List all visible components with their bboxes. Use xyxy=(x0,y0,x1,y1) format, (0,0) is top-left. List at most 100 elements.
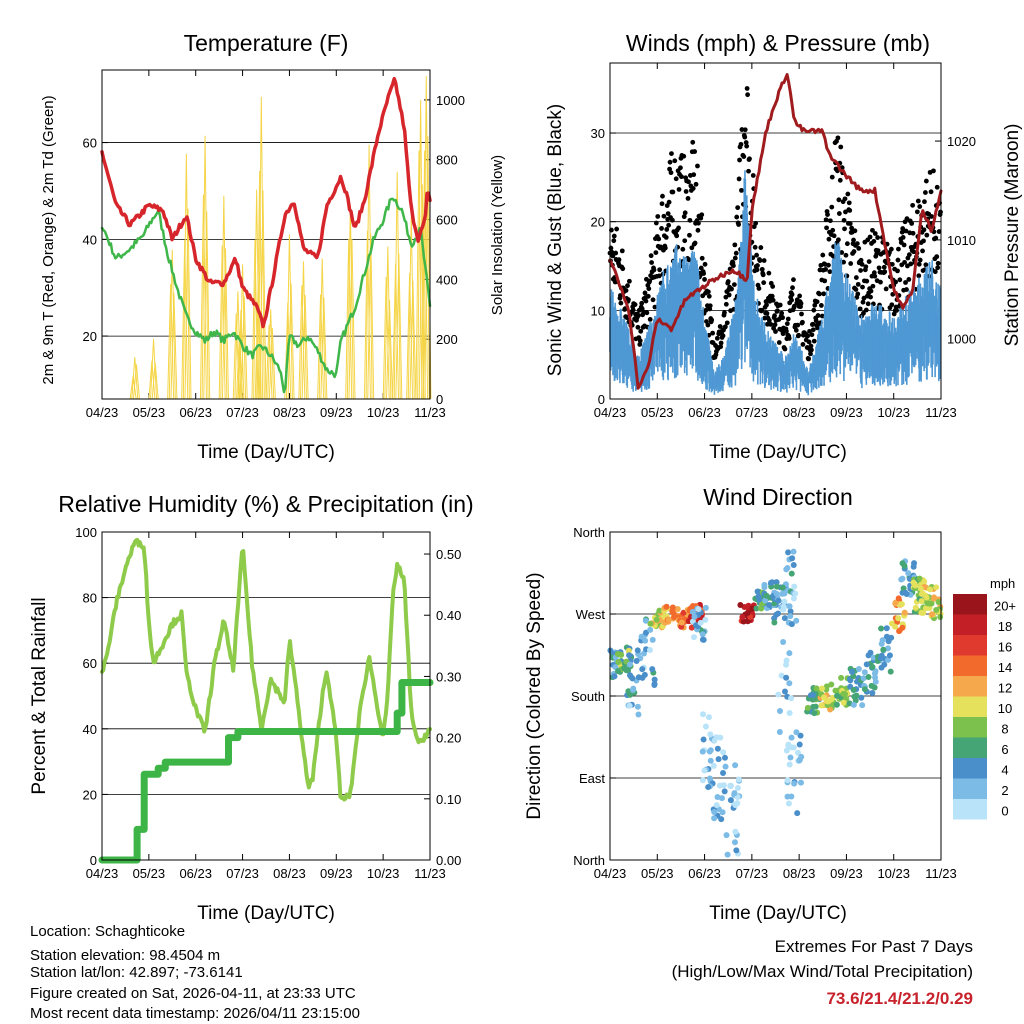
wind-direction-point xyxy=(828,681,835,688)
gust-point xyxy=(852,228,858,234)
gust-point xyxy=(635,313,641,319)
gust-point xyxy=(822,278,828,284)
gust-point xyxy=(790,285,795,291)
pressure-line xyxy=(608,73,943,390)
gust-point xyxy=(922,190,928,195)
gust-point xyxy=(761,258,767,263)
gust-point xyxy=(679,174,684,180)
rh-xtick-label: 11/23 xyxy=(414,866,446,881)
gust-point xyxy=(883,286,889,292)
wind-direction-point xyxy=(859,702,866,709)
legend-swatch-10 xyxy=(953,696,987,717)
gust-point xyxy=(798,301,804,306)
wind-direction-point xyxy=(896,628,903,635)
wind-direction-point xyxy=(711,737,718,744)
dir-ytick-label: North xyxy=(573,525,605,540)
gust-point xyxy=(809,332,815,338)
rh-ytick-label: 60 xyxy=(83,656,97,671)
solar-insolation-spike xyxy=(299,261,307,400)
gust-point xyxy=(916,261,922,267)
gust-point xyxy=(838,144,844,150)
wind-direction-point xyxy=(869,690,876,697)
gust-point xyxy=(836,197,842,203)
wind-direction-point xyxy=(880,646,887,653)
gust-point xyxy=(935,260,941,266)
gust-point xyxy=(878,279,883,285)
gust-point xyxy=(739,187,744,193)
legend-swatch-0 xyxy=(953,799,987,820)
wind-direction-point xyxy=(641,671,648,678)
gust-point xyxy=(664,227,670,232)
gust-point xyxy=(823,267,829,272)
rh-right-ytick-label: 0.30 xyxy=(436,669,461,684)
gust-point xyxy=(849,225,855,231)
wind-direction-point xyxy=(702,616,709,623)
wind-direction-point xyxy=(922,584,929,591)
wind-xtick-label: 08/23 xyxy=(783,405,816,420)
wind-direction-point xyxy=(818,702,825,709)
gust-point xyxy=(687,232,692,238)
gust-point xyxy=(835,237,841,243)
gust-point xyxy=(808,343,814,349)
gust-point xyxy=(676,225,681,231)
gust-point xyxy=(827,218,833,224)
wind-direction-point xyxy=(727,782,734,789)
wind-direction-point xyxy=(895,595,902,602)
gust-point xyxy=(758,245,764,250)
gust-point xyxy=(769,293,775,299)
wind-direction-point xyxy=(718,795,725,802)
wind-direction-point xyxy=(771,619,778,626)
gust-point xyxy=(868,288,874,294)
gust-point xyxy=(682,238,688,244)
rh-ytick-label: 0 xyxy=(90,853,97,868)
gust-point xyxy=(867,234,873,240)
gust-point xyxy=(731,263,736,269)
wind-direction-point xyxy=(623,667,630,674)
wind-direction-point xyxy=(753,605,760,612)
gust-point xyxy=(659,226,664,231)
gust-point xyxy=(707,303,713,309)
gust-point xyxy=(842,226,847,232)
wind-direction-point xyxy=(697,619,704,626)
gust-point xyxy=(922,199,927,205)
wind-direction-point xyxy=(773,590,780,597)
solar-insolation-spike xyxy=(237,309,245,400)
gust-point xyxy=(815,325,820,331)
gust-point xyxy=(903,280,908,285)
gust-point xyxy=(732,242,738,248)
gust-point xyxy=(857,306,863,312)
gust-point xyxy=(856,245,862,251)
temp-ytick-label: 20 xyxy=(83,329,97,344)
wind-xtick-label: 06/23 xyxy=(688,405,721,420)
gust-point xyxy=(814,299,820,305)
gust-point xyxy=(643,298,649,304)
wind-direction-point xyxy=(776,729,783,736)
rh-xtick-label: 05/23 xyxy=(133,866,166,881)
gust-point xyxy=(682,210,688,216)
gust-point xyxy=(637,338,643,344)
wind-direction-point xyxy=(615,659,622,666)
rh-xtick-label: 07/23 xyxy=(226,866,259,881)
wind-direction-point xyxy=(791,583,798,590)
gust-point xyxy=(720,333,726,339)
gust-point xyxy=(791,277,796,283)
temp-right-ytick-label: 0 xyxy=(436,392,443,407)
wind-direction-point xyxy=(653,616,660,623)
gust-point xyxy=(680,246,686,252)
rh-right-ytick-label: 0.40 xyxy=(436,608,461,623)
gust-point xyxy=(635,324,641,330)
wind-direction-point xyxy=(731,839,738,846)
wind-xtick-label: 05/23 xyxy=(641,405,674,420)
wind-direction-point xyxy=(625,647,632,654)
gust-point xyxy=(780,315,785,321)
wind-direction-point xyxy=(702,723,709,730)
wind-direction-point xyxy=(786,650,793,657)
wind-direction-point xyxy=(733,847,740,854)
gust-point xyxy=(623,288,629,293)
gust-point xyxy=(935,265,941,271)
wind-xlabel: Time (Day/UTC) xyxy=(709,442,847,463)
gust-point xyxy=(851,249,857,254)
wind-direction-point xyxy=(790,548,797,555)
gust-point xyxy=(923,178,929,184)
